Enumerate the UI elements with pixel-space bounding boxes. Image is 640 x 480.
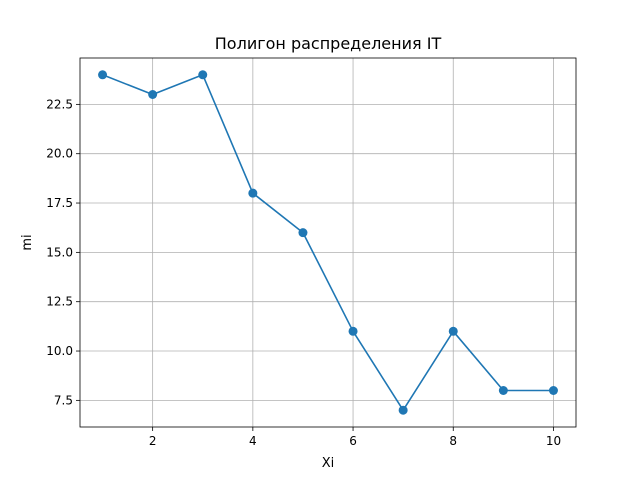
data-point: [448, 326, 458, 336]
series-line: [102, 73, 554, 412]
y-tick-label: 17.5: [46, 196, 73, 210]
data-point: [398, 405, 408, 415]
x-tick-label: 2: [149, 434, 157, 448]
x-tick-label: 4: [249, 434, 257, 448]
data-point: [548, 385, 558, 395]
chart-title: Полигон распределения IT: [215, 34, 442, 53]
x-tick-label: 8: [449, 434, 457, 448]
series-layer: [98, 70, 558, 415]
y-tick-label: 10.0: [46, 344, 73, 358]
plot-frame: [79, 57, 577, 428]
ticks-layer: 2 4 6 8 10 7.5 10.0 12.5 15.0 17.5 20.0 22.5: [46, 97, 561, 448]
y-tick-label: 22.5: [46, 97, 73, 111]
data-point: [498, 385, 508, 395]
x-tick-label: 10: [546, 434, 561, 448]
data-point: [298, 228, 308, 238]
data-point: [148, 90, 158, 100]
y-axis-label: mi: [20, 234, 35, 250]
data-point: [248, 188, 258, 198]
data-point: [198, 70, 208, 80]
y-tick-label: 7.5: [54, 393, 73, 407]
y-tick-label: 20.0: [46, 147, 73, 161]
grid-layer: [80, 58, 576, 427]
data-point: [98, 70, 108, 80]
x-tick-label: 6: [349, 434, 357, 448]
y-tick-label: 12.5: [46, 295, 73, 309]
data-point: [348, 326, 358, 336]
y-tick-label: 15.0: [46, 245, 73, 259]
x-axis-label: Xi: [322, 456, 335, 471]
